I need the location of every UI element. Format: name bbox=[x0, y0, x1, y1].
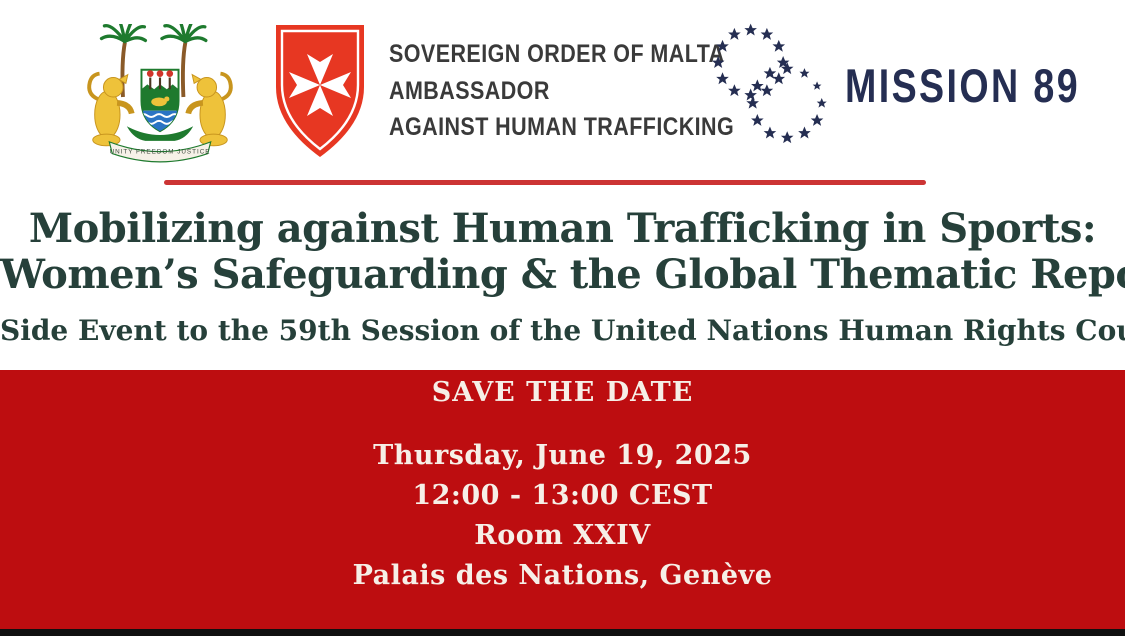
event-date: Thursday, June 19, 2025 bbox=[373, 440, 752, 471]
sierra-leone-coat-of-arms-icon: UNITY FREEDOM JUSTICE bbox=[82, 24, 238, 163]
bottom-black-bar bbox=[0, 629, 1125, 636]
mission89-stars-icon bbox=[711, 23, 827, 144]
motto-text: UNITY FREEDOM JUSTICE bbox=[110, 149, 211, 156]
event-title-line2: Women’s Safeguarding & the Global Themat… bbox=[0, 251, 1125, 298]
banner-details: Thursday, June 19, 2025 12:00 - 13:00 CE… bbox=[0, 436, 1125, 596]
banner-heading: SAVE THE DATE bbox=[431, 377, 694, 408]
lion-supporter-icon bbox=[188, 74, 231, 146]
torch-icons bbox=[146, 70, 174, 90]
event-venue: Palais des Nations, Genève bbox=[352, 560, 773, 591]
malta-line2: AMBASSADOR bbox=[389, 76, 550, 105]
event-title: Mobilizing against Human Trafficking in … bbox=[0, 206, 1125, 298]
event-room: Room XXIV bbox=[474, 520, 651, 551]
maltese-cross-icon bbox=[289, 54, 351, 116]
mission89-wordmark: MISSION 89 bbox=[845, 59, 1081, 112]
save-the-date-banner: SAVE THE DATE Thursday, June 19, 2025 12… bbox=[0, 370, 1125, 629]
green-mound bbox=[126, 126, 194, 141]
order-of-malta-shield-icon bbox=[276, 25, 364, 157]
malta-org-title: SOVEREIGN ORDER OF MALTA AMBASSADOR AGAI… bbox=[389, 36, 735, 146]
shield bbox=[140, 68, 180, 133]
event-time: 12:00 - 13:00 CEST bbox=[412, 480, 713, 511]
event-title-line1: Mobilizing against Human Trafficking in … bbox=[28, 205, 1097, 252]
malta-line1: SOVEREIGN ORDER OF MALTA bbox=[389, 40, 725, 68]
malta-line3: AGAINST HUMAN TRAFFICKING bbox=[389, 113, 735, 141]
red-divider-line bbox=[164, 180, 926, 185]
event-subtitle: Side Event to the 59th Session of the Un… bbox=[0, 314, 1125, 347]
lion-supporter-icon bbox=[89, 74, 132, 146]
motto-ribbon: UNITY FREEDOM JUSTICE bbox=[108, 140, 212, 163]
